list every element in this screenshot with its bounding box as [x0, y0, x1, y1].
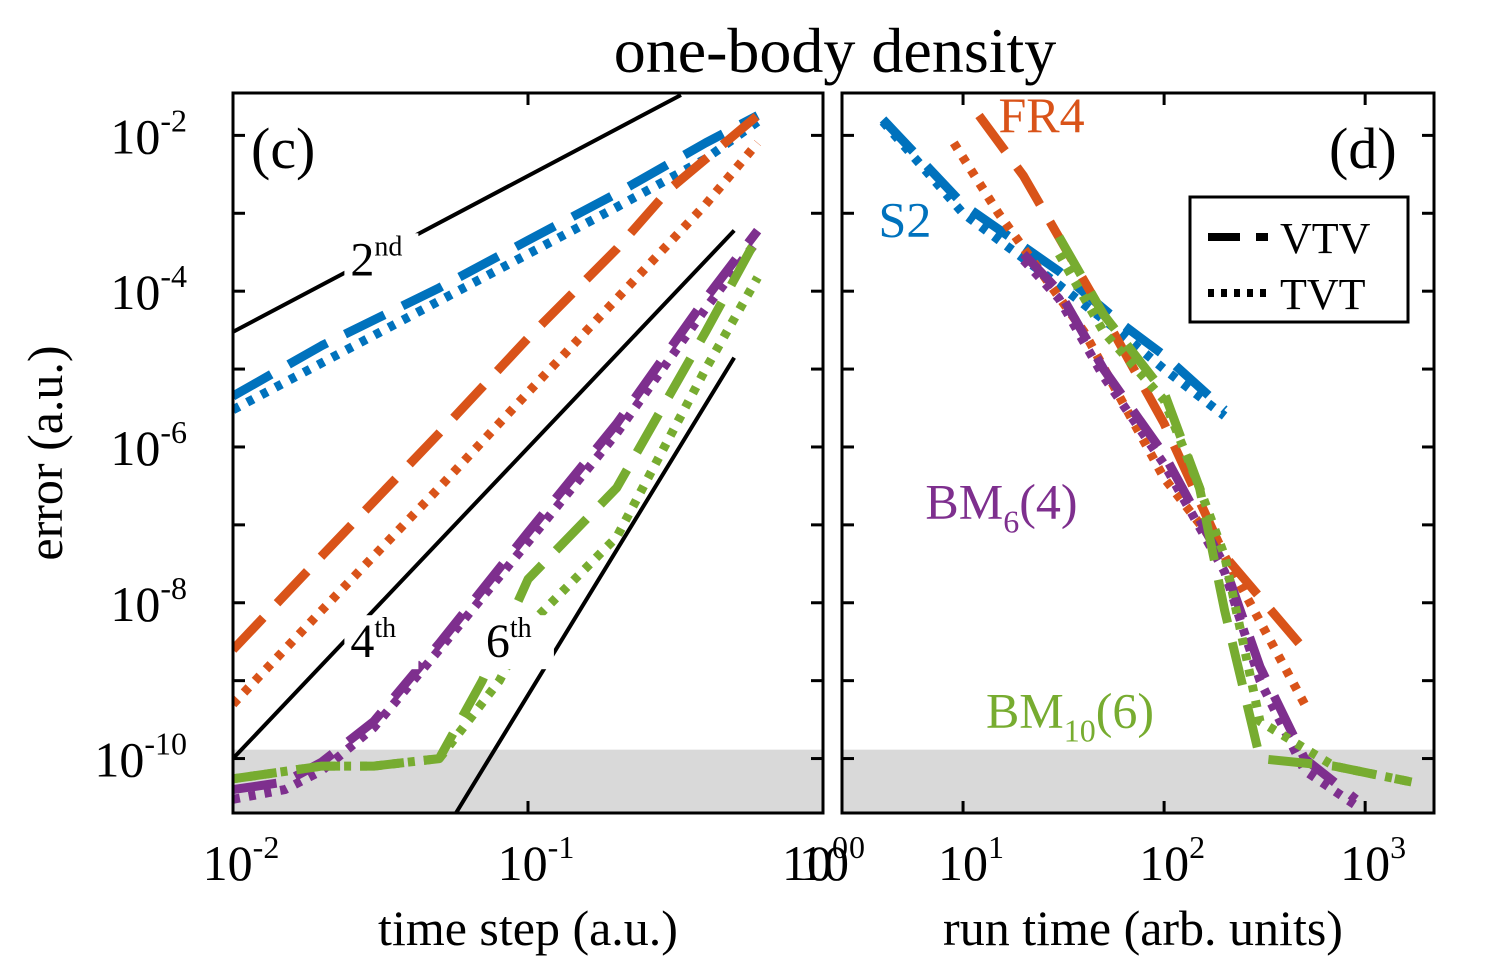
y-tick-label: 10-8: [110, 570, 187, 632]
series-line-fr4-vtv: [233, 112, 761, 653]
method-annotations: FR4 S2 BM6(4) BM10(6): [879, 87, 1155, 748]
reference-line-label: 4th: [350, 613, 396, 668]
reference-label-backdrop: [344, 615, 419, 670]
reference-line-label: 2nd: [350, 231, 402, 286]
method-label-bm6: BM6(4): [925, 474, 1077, 540]
x-tick-label: 101: [938, 829, 1004, 891]
y-tick-label: 10-6: [110, 414, 187, 476]
noise-floor-band-fill: [842, 749, 1434, 813]
series-line-s2-tvt: [879, 118, 1228, 420]
series-line-fr4-tvt: [950, 140, 1309, 707]
series-group: [233, 111, 762, 804]
y-tick-label: 10-4: [110, 258, 187, 320]
method-label-bm10: BM10(6): [986, 683, 1154, 749]
series-line-s2-vtv: [879, 116, 1228, 414]
legend-box: [1188, 195, 1410, 324]
reference-line-order-4: [233, 229, 736, 760]
series-line-bm10-6--tvt: [233, 275, 762, 784]
y-tick-label: 10-10: [94, 726, 187, 788]
panel-label: (c): [251, 116, 315, 181]
reference-lines: [233, 93, 736, 813]
tick-marks: [842, 93, 1434, 813]
reference-line-order-2: [233, 93, 682, 334]
series-line-s2-tvt: [233, 118, 761, 414]
axes-frame: [231, 91, 825, 815]
x-tick-label: 100: [782, 829, 848, 891]
reference-line-labels: 2nd 4th 6th: [344, 231, 554, 670]
series-group: [879, 112, 1413, 810]
x-tick-label: 10-2: [203, 829, 280, 891]
x-tick-labels: 100 101 102 103: [799, 829, 1406, 891]
x-axis-label: run time (arb. units): [943, 900, 1343, 956]
series-line-bm10-6--vtv: [1055, 234, 1413, 787]
series-line-bm6-4--vtv: [233, 227, 762, 795]
series-line-s2-vtv: [233, 111, 760, 401]
method-label-fr4: FR4: [998, 87, 1084, 143]
figure-title: one-body density: [614, 15, 1057, 86]
axes-frame: [840, 91, 1436, 815]
panel-d: 100 101 102 103 FR4 S2 BM6(4) BM10(6) (d) run …: [799, 87, 1436, 956]
legend-label: VTV: [1280, 214, 1371, 263]
series-line-fr4-tvt: [233, 139, 762, 708]
x-tick-labels: 10-2 10-1 100: [203, 829, 848, 891]
series-line-bm6-4--vtv: [1020, 250, 1359, 803]
series-line-bm6-4--tvt: [1020, 257, 1359, 810]
tick-marks: [231, 93, 825, 813]
y-tick-label: 10-2: [110, 102, 187, 164]
legend: VTV TVT: [1188, 195, 1410, 324]
reference-label-backdrop: [479, 615, 554, 670]
reference-line-label: 6th: [486, 613, 532, 668]
x-tick-label: 100: [799, 829, 865, 891]
y-tick-labels: 10-10 10-8 10-6 10-4 10-2: [94, 102, 187, 787]
x-axis-label: time step (a.u.): [378, 900, 678, 956]
y-axis-label: error (a.u.): [17, 345, 73, 560]
x-tick-label: 103: [1340, 829, 1406, 891]
series-line-bm10-6--vtv: [233, 234, 762, 784]
noise-floor-band: [842, 749, 1434, 813]
panel-c: 10-2 10-1 100 10-10 10-8 10-6 10-4 10-2 2nd 4th…: [17, 91, 848, 956]
x-tick-label: 10-1: [498, 829, 575, 891]
x-tick-label: 102: [1139, 829, 1205, 891]
series-line-bm6-4--tvt: [233, 237, 762, 804]
legend-label: TVT: [1280, 270, 1366, 319]
reference-line-order-6: [454, 356, 736, 813]
panel-label: (d): [1329, 116, 1397, 181]
method-label-s2: S2: [879, 192, 932, 248]
reference-label-backdrop: [344, 233, 419, 288]
